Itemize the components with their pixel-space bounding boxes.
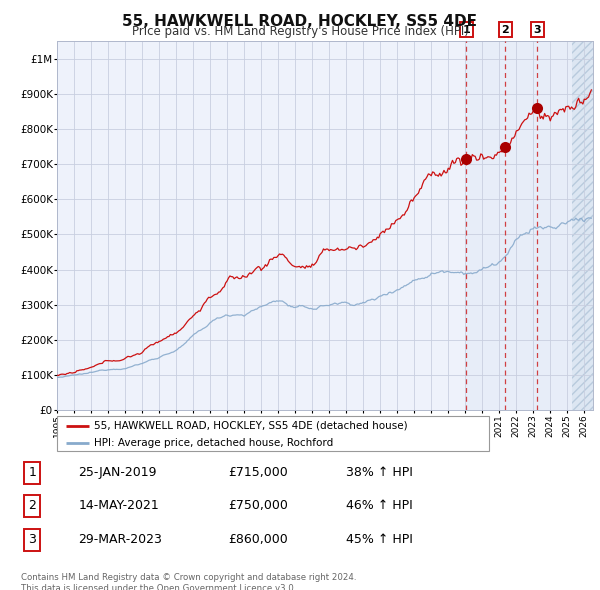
Text: 45% ↑ HPI: 45% ↑ HPI <box>346 533 413 546</box>
Text: 14-MAY-2021: 14-MAY-2021 <box>78 499 159 513</box>
Text: 55, HAWKWELL ROAD, HOCKLEY, SS5 4DE: 55, HAWKWELL ROAD, HOCKLEY, SS5 4DE <box>122 14 478 29</box>
Text: 3: 3 <box>28 533 36 546</box>
FancyBboxPatch shape <box>57 416 489 451</box>
Text: 2: 2 <box>502 25 509 35</box>
Text: £715,000: £715,000 <box>228 466 288 480</box>
Text: 3: 3 <box>533 25 541 35</box>
Bar <box>572 41 600 410</box>
Text: £860,000: £860,000 <box>228 533 288 546</box>
Bar <box>538 41 572 410</box>
Text: 1: 1 <box>463 25 470 35</box>
Text: £750,000: £750,000 <box>228 499 288 513</box>
Text: HPI: Average price, detached house, Rochford: HPI: Average price, detached house, Roch… <box>94 438 333 447</box>
Text: 1: 1 <box>28 466 36 480</box>
Text: 29-MAR-2023: 29-MAR-2023 <box>78 533 162 546</box>
Text: 46% ↑ HPI: 46% ↑ HPI <box>346 499 413 513</box>
Text: 55, HAWKWELL ROAD, HOCKLEY, SS5 4DE (detached house): 55, HAWKWELL ROAD, HOCKLEY, SS5 4DE (det… <box>94 421 407 431</box>
Text: 25-JAN-2019: 25-JAN-2019 <box>78 466 157 480</box>
Bar <box>466 41 538 410</box>
Text: 38% ↑ HPI: 38% ↑ HPI <box>346 466 413 480</box>
Text: Price paid vs. HM Land Registry's House Price Index (HPI): Price paid vs. HM Land Registry's House … <box>131 25 469 38</box>
Text: Contains HM Land Registry data © Crown copyright and database right 2024.
This d: Contains HM Land Registry data © Crown c… <box>21 573 356 590</box>
Text: 2: 2 <box>28 499 36 513</box>
